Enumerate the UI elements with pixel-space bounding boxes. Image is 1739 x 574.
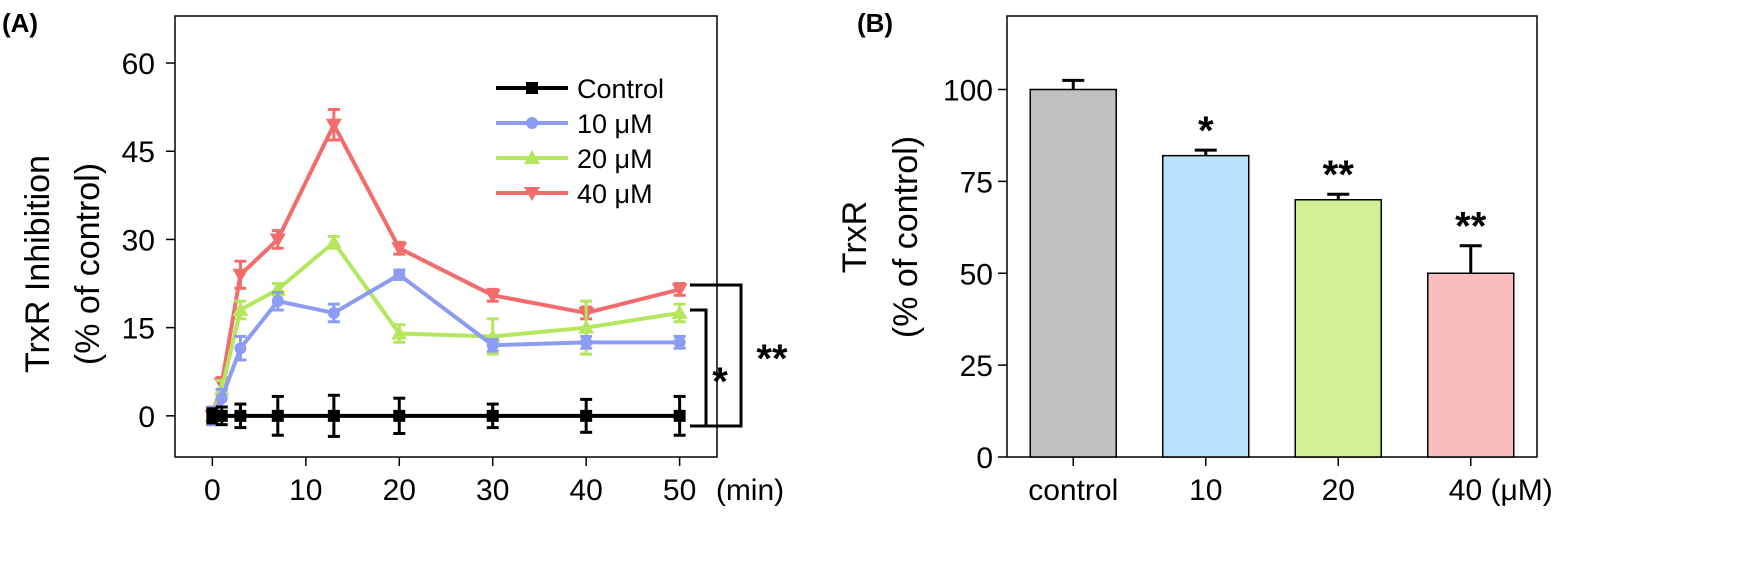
bar-group-control: control	[1028, 78, 1118, 507]
data-point	[271, 409, 284, 422]
panel-a-series	[204, 107, 688, 438]
legend-item-control: Control	[496, 74, 664, 104]
significance-label: **	[1455, 205, 1487, 249]
x-tick-label: 10	[289, 474, 322, 507]
panel-a-ylabel-line1: TrxR Inhibition	[19, 155, 57, 373]
y-tick-label: 0	[138, 401, 155, 434]
y-tick-label: 15	[122, 313, 155, 346]
data-point	[327, 306, 340, 319]
data-point	[486, 339, 499, 352]
legend-label: Control	[577, 74, 664, 104]
y-tick-label: 0	[976, 442, 993, 475]
y-tick-label: 50	[960, 258, 993, 291]
data-point	[484, 289, 501, 304]
data-point	[234, 342, 247, 355]
legend-label: 10 μM	[577, 109, 653, 139]
y-tick-label: 45	[122, 136, 155, 169]
bar	[1294, 199, 1382, 458]
bar-group-10: * 10	[1162, 109, 1250, 507]
panel-a-label: (A)	[2, 8, 38, 38]
data-point	[234, 409, 247, 422]
data-point	[486, 409, 499, 422]
panel-a-y-axis: 0 15 30 45 60	[122, 48, 175, 434]
panel-a-legend: Control 10 μM 20 μM 40 μM	[496, 74, 664, 209]
panel-b-bars: control * 10 ** 20 ** 40 (μM)	[1028, 78, 1553, 507]
data-point	[580, 409, 593, 422]
x-tick-label: control	[1028, 474, 1118, 507]
legend-item-40-m: 40 μM	[496, 179, 653, 209]
bar	[1029, 88, 1117, 458]
data-point	[271, 295, 284, 308]
panel-b: (B) TrxR (% of control) 0 25 50 75 100 contr…	[836, 8, 1553, 507]
sig-label-40um: **	[756, 337, 788, 381]
data-point	[232, 302, 249, 316]
panel-b-ylabel-line1: TrxR	[836, 201, 874, 273]
x-tick-label: 40	[569, 474, 602, 507]
data-point	[215, 409, 228, 422]
legend-label: 40 μM	[577, 179, 653, 209]
panel-a-significance: * **	[690, 283, 788, 428]
legend-swatch-marker	[526, 117, 538, 129]
y-tick-label: 100	[943, 75, 993, 108]
series-line-20-m	[210, 239, 680, 417]
panel-a-plot-frame	[174, 15, 718, 458]
panel-a-ylabel-line2: (% of control)	[69, 163, 107, 365]
x-tick-label: 20	[383, 474, 416, 507]
data-point	[578, 319, 595, 334]
legend-swatch-marker	[526, 82, 538, 94]
x-tick-label: 40 (μM)	[1449, 474, 1553, 507]
significance-label: **	[1323, 153, 1355, 197]
y-tick-label: 30	[122, 224, 155, 257]
sig-bracket-outer	[690, 283, 743, 428]
data-point	[673, 336, 686, 349]
x-tick-label: 0	[204, 474, 221, 507]
data-point	[673, 409, 686, 422]
y-tick-label: 75	[960, 166, 993, 199]
data-point	[391, 242, 408, 257]
x-tick-label: 30	[476, 474, 509, 507]
panel-a-x-axis: 0 10 20 30 40 50	[204, 457, 696, 507]
panel-a-xlabel: (min)	[716, 474, 784, 507]
data-point	[393, 409, 406, 422]
x-tick-label: 20	[1322, 474, 1355, 507]
significance-label: *	[1198, 109, 1214, 153]
data-point	[391, 325, 408, 340]
data-point	[327, 409, 340, 422]
x-tick-label: 50	[663, 474, 696, 507]
series-control	[206, 393, 686, 438]
data-point	[393, 268, 406, 281]
legend-swatch-marker	[524, 187, 540, 201]
y-tick-label: 25	[960, 350, 993, 383]
data-point	[671, 283, 688, 298]
x-tick-label: 10	[1189, 474, 1222, 507]
data-point	[325, 118, 342, 133]
y-tick-label: 60	[122, 48, 155, 81]
panel-b-y-axis: 0 25 50 75 100	[943, 75, 1007, 475]
sig-bracket-inner	[690, 308, 708, 426]
legend-item-10-m: 10 μM	[496, 109, 653, 139]
panel-b-ylabel-line2: (% of control)	[887, 136, 925, 338]
data-point	[269, 233, 286, 248]
data-point	[232, 268, 249, 283]
data-point	[206, 409, 219, 422]
bar-group-20: ** 20	[1294, 153, 1382, 507]
panel-b-plot-frame	[1006, 15, 1538, 458]
legend-item-20-m: 20 μM	[496, 144, 653, 174]
data-point	[580, 336, 593, 349]
bar-group-40-m: ** 40 (μM)	[1427, 205, 1553, 507]
data-point	[215, 392, 228, 405]
data-point	[325, 234, 342, 249]
panel-a: (A) TrxR Inhibition (% of control) 0 15 30…	[2, 8, 788, 507]
sig-label-20um: *	[712, 360, 728, 404]
legend-label: 20 μM	[577, 144, 653, 174]
legend-swatch-marker	[524, 150, 540, 164]
bar	[1427, 272, 1515, 458]
panel-b-label: (B)	[857, 8, 893, 38]
data-point	[671, 304, 688, 319]
bar	[1162, 154, 1250, 458]
